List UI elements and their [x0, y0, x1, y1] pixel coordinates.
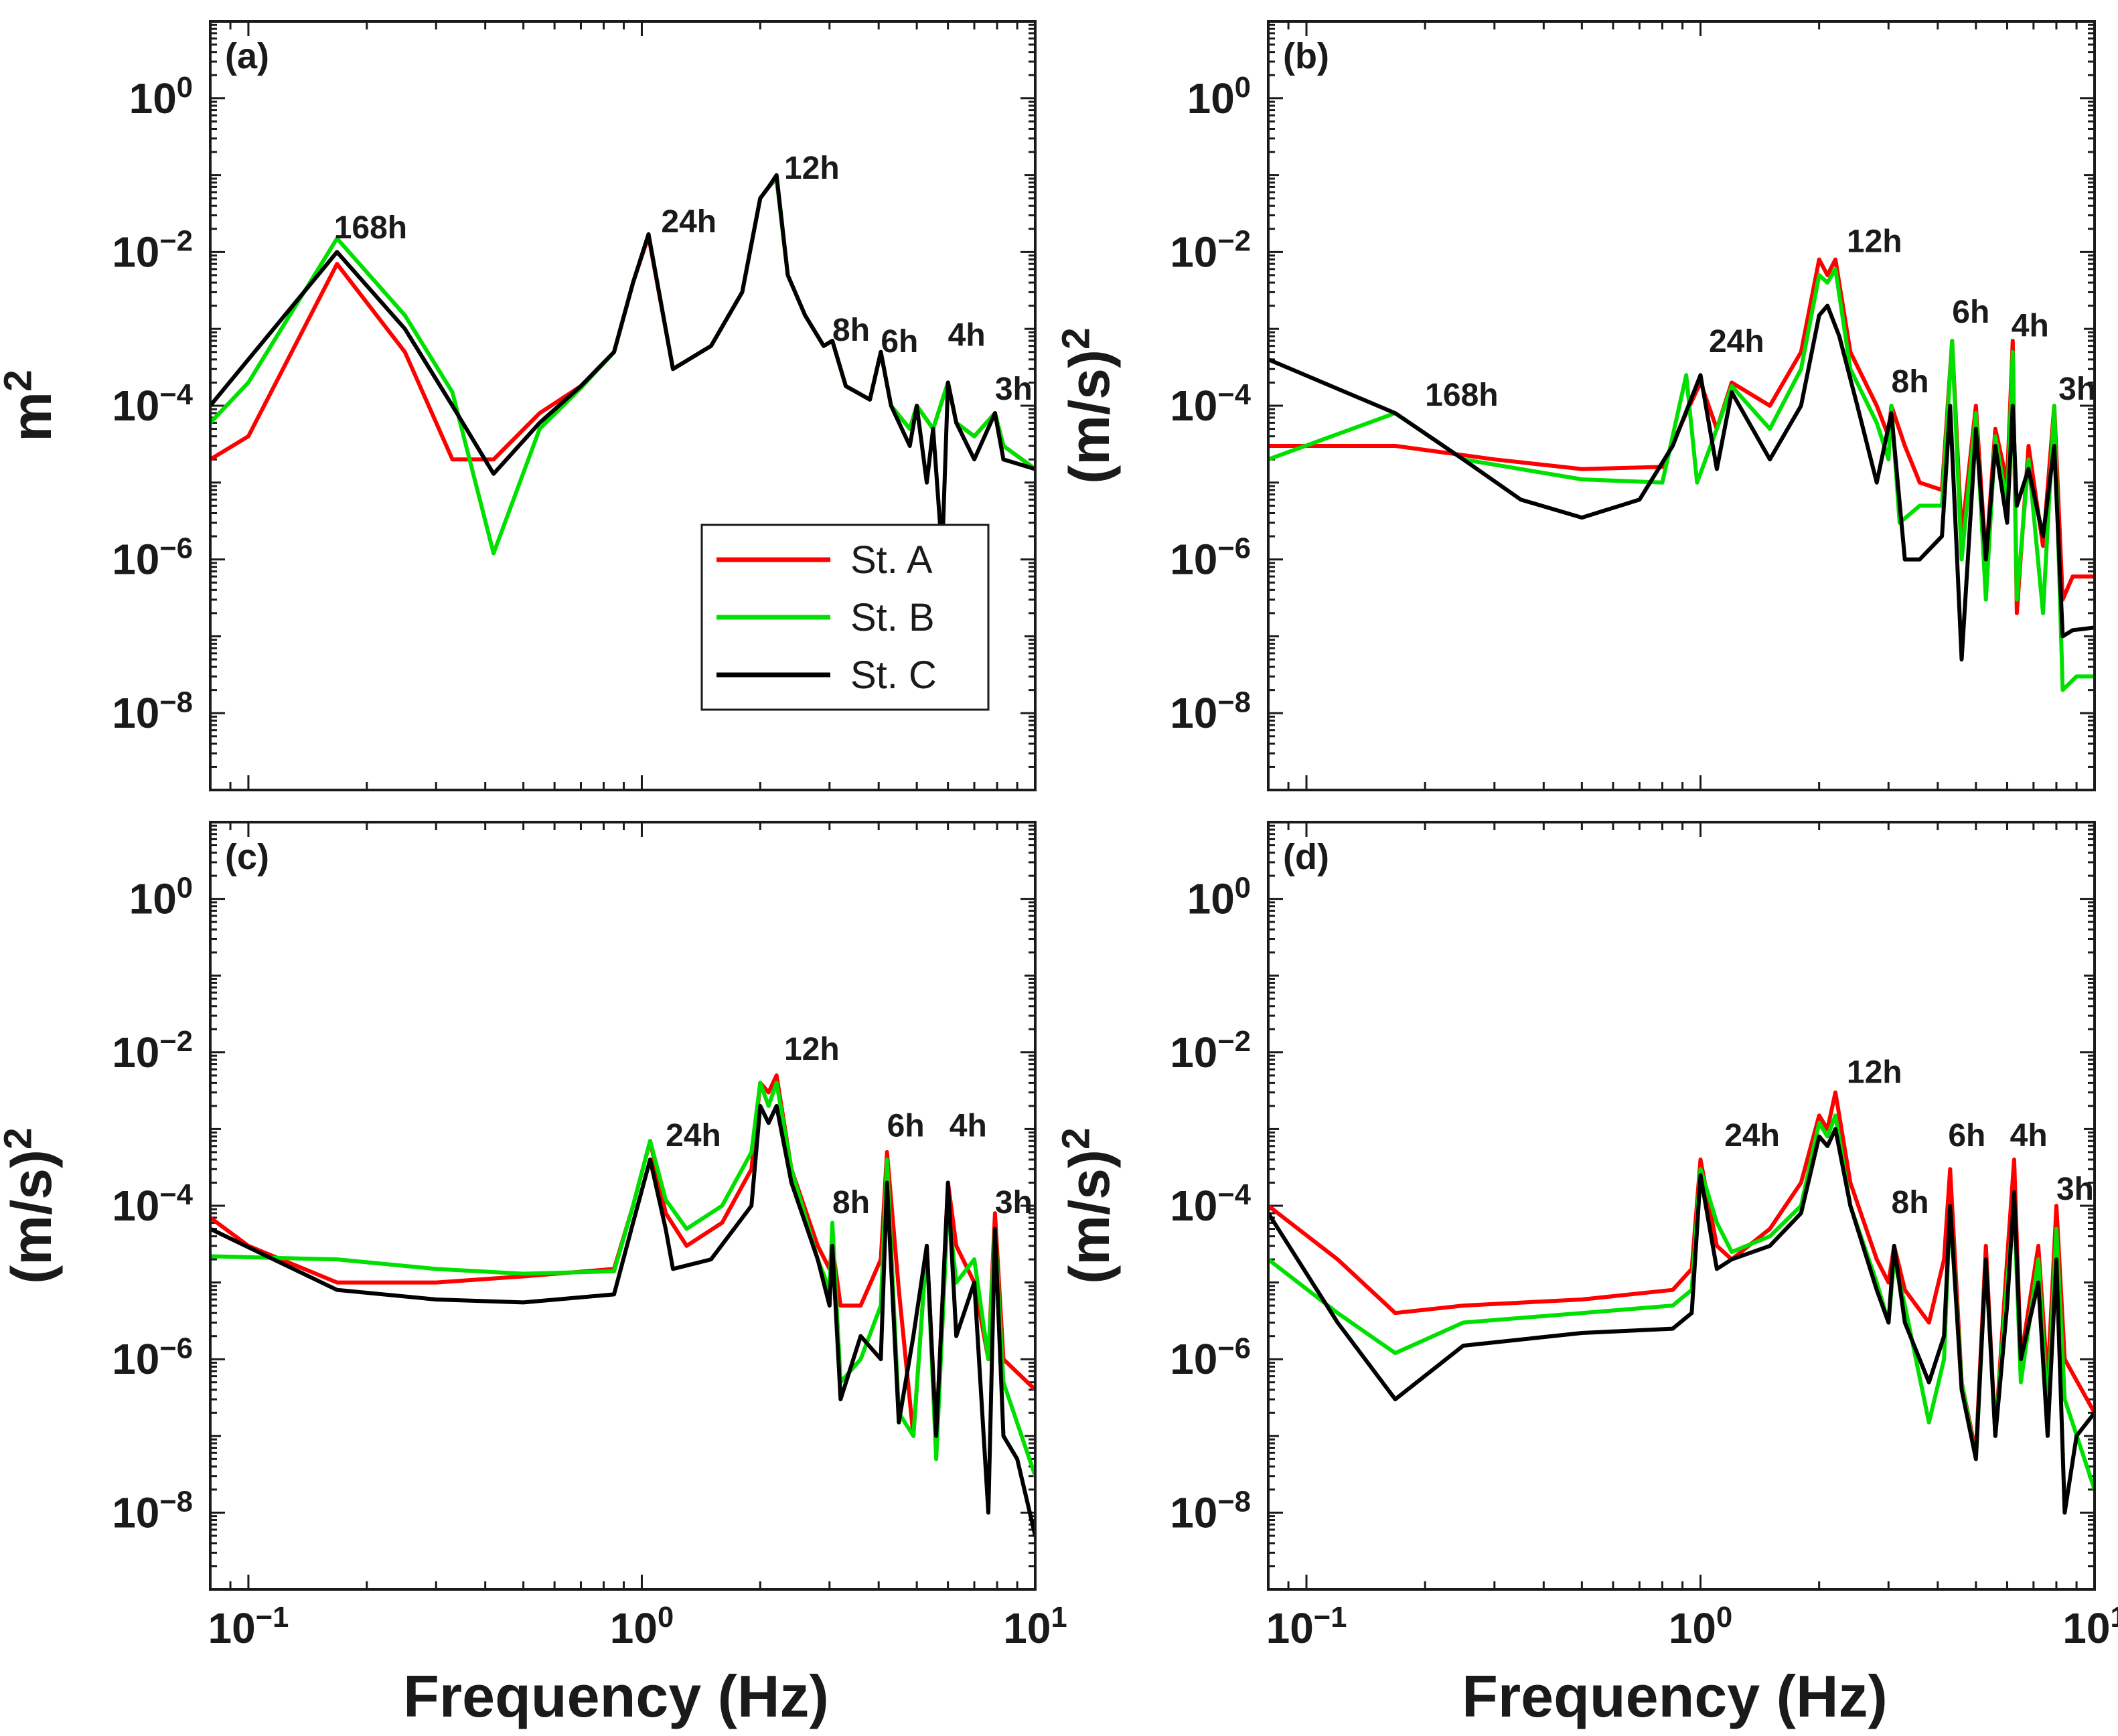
panel-c: 10−8 10−6 10−4 10−2 100 10−1 100 101 (m/s)2 Frequ…: [0, 821, 1067, 1729]
series-line-stc: [1268, 303, 2095, 661]
legend-label: St. B: [850, 596, 935, 639]
panel-a: 10−8 10−6 10−4 10−2 100 m2 (a) 168h 24h 12h 8h 6h 4h…: [0, 20, 1037, 791]
peak-label: 24h: [666, 1118, 721, 1154]
y-tick-label: 10−6: [1170, 533, 1251, 584]
y-axis-title: (m/s)2: [1055, 1127, 1121, 1283]
plot-frame: [1267, 20, 2096, 791]
x-tick-label: 100: [610, 1601, 674, 1652]
panel-b: 10−8 10−6 10−4 10−2 100 (m/s)2 (b) 168h 24h 12h 8h…: [1055, 20, 2096, 791]
plot-frame: [209, 821, 1037, 1591]
panel-d: 10−8 10−6 10−4 10−2 100 10−1 100 101 (m/s)2 Frequ…: [1055, 821, 2118, 1729]
x-tick-label: 101: [2062, 1601, 2118, 1652]
y-tick-label: 100: [1187, 72, 1251, 123]
peak-label: 8h: [832, 1185, 870, 1220]
y-tick-label: 10−2: [1170, 1026, 1251, 1077]
panel-letter: (d): [1283, 837, 1329, 877]
peak-label: 168h: [334, 210, 407, 246]
peak-label: 3h: [2056, 1172, 2094, 1207]
peak-label: 12h: [784, 151, 840, 186]
peak-label: 4h: [950, 1109, 987, 1144]
y-tick-label: 10−4: [1170, 1179, 1251, 1230]
peak-label: 6h: [1948, 1118, 1985, 1154]
y-tick-label: 10−8: [112, 686, 193, 737]
peak-label: 3h: [995, 1185, 1033, 1220]
axis-ticks: [1267, 821, 2096, 1591]
peak-label: 12h: [1847, 224, 1902, 259]
peak-label: 12h: [784, 1032, 840, 1067]
plot-frame: [1267, 821, 2096, 1591]
panel-letter: (c): [225, 837, 269, 877]
peak-label: 3h: [995, 372, 1033, 407]
y-tick-label: 10−2: [112, 1026, 193, 1077]
y-axis-title: (m/s)2: [1055, 327, 1121, 483]
peak-label: 12h: [1847, 1054, 1902, 1090]
peak-label: 3h: [2058, 372, 2096, 407]
peak-label: 4h: [2012, 308, 2049, 343]
legend-label: St. A: [850, 538, 933, 582]
x-axis-title: Frequency (Hz): [403, 1663, 829, 1729]
series-line-stc: [1268, 1127, 2095, 1515]
x-tick-label: 10−1: [1266, 1601, 1347, 1652]
y-tick-label: 10−6: [112, 1332, 193, 1383]
legend-label: St. C: [850, 653, 937, 697]
series-line-stc: [210, 1103, 1035, 1538]
x-tick-label: 10−1: [208, 1601, 289, 1652]
axis-ticks: [209, 821, 1037, 1591]
plot-frame: [209, 20, 1037, 791]
peak-label: 8h: [832, 313, 870, 348]
peak-label: 6h: [881, 324, 918, 360]
peak-label: 168h: [1425, 378, 1498, 413]
peak-label: 6h: [1952, 295, 1989, 330]
y-tick-label: 10−2: [1170, 225, 1251, 276]
y-tick-label: 10−6: [1170, 1332, 1251, 1383]
peak-label: 8h: [1892, 364, 1929, 400]
y-tick-label: 100: [129, 72, 193, 123]
x-tick-label: 101: [1003, 1601, 1067, 1652]
peak-label: 8h: [1892, 1185, 1929, 1220]
series-line-stb: [1268, 266, 2095, 692]
y-tick-label: 10−8: [112, 1486, 193, 1536]
y-axis-title: (m/s)2: [0, 1127, 63, 1283]
panel-letter: (b): [1283, 36, 1329, 76]
y-tick-label: 100: [129, 872, 193, 923]
peak-label: 24h: [661, 204, 716, 240]
y-tick-label: 10−2: [112, 225, 193, 276]
peak-label: 24h: [1724, 1118, 1780, 1154]
y-tick-label: 10−8: [1170, 1486, 1251, 1536]
x-tick-label: 100: [1669, 1601, 1732, 1652]
y-axis-title: m2: [0, 370, 63, 441]
legend: St. A St. B St. C: [700, 524, 990, 711]
y-tick-label: 10−8: [1170, 686, 1251, 737]
panel-letter: (a): [225, 36, 269, 76]
y-tick-label: 100: [1187, 872, 1251, 923]
peak-label: 4h: [2010, 1118, 2048, 1154]
peak-label: 6h: [887, 1109, 925, 1144]
peak-label: 24h: [1709, 324, 1764, 360]
y-tick-label: 10−6: [112, 533, 193, 584]
x-axis-title: Frequency (Hz): [1462, 1663, 1888, 1729]
y-tick-label: 10−4: [112, 379, 193, 430]
y-tick-label: 10−4: [1170, 379, 1251, 430]
peak-label: 4h: [948, 318, 986, 353]
y-tick-label: 10−4: [112, 1179, 193, 1230]
